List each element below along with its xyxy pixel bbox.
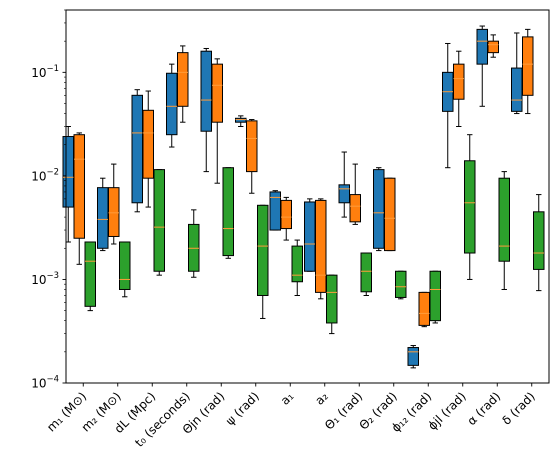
box-s1-c4 — [200, 47, 212, 173]
box-s3-c4 — [222, 167, 234, 259]
box-iqr — [349, 194, 361, 223]
box-s2-c0 — [73, 132, 85, 265]
box-iqr — [153, 169, 165, 272]
box-s3-c6 — [291, 239, 303, 296]
box-s3-c10 — [429, 270, 441, 324]
box-s2-c3 — [177, 45, 189, 123]
box-iqr — [407, 347, 419, 366]
box-iqr — [464, 160, 476, 254]
box-iqr — [315, 199, 327, 293]
x-category-label: ψ (rad) — [223, 389, 262, 428]
box-iqr — [97, 187, 109, 249]
box-s2-c1 — [108, 163, 120, 245]
box-s2-c8 — [349, 163, 361, 225]
box-s2-c6 — [280, 196, 292, 241]
box-s3-c12 — [498, 171, 510, 290]
box-iqr — [511, 67, 523, 112]
box-iqr — [246, 120, 258, 173]
box-iqr — [338, 184, 350, 204]
y-tick-label: 10−2 — [31, 167, 59, 183]
box-iqr — [62, 136, 74, 208]
box-s3-c9 — [395, 270, 407, 300]
box-iqr — [476, 28, 488, 65]
box-iqr — [222, 167, 234, 257]
box-s1-c8 — [338, 151, 350, 218]
box-s1-c11 — [442, 42, 454, 169]
box-s1-c9 — [373, 167, 385, 252]
box-iqr — [177, 52, 189, 107]
box-iqr — [235, 117, 247, 123]
box-s3-c3 — [188, 209, 200, 278]
axes-frame — [65, 9, 550, 384]
box-s3-c8 — [360, 252, 372, 296]
box-s2-c7 — [315, 198, 327, 300]
box-s1-c6 — [269, 190, 281, 231]
x-category-label: δ (rad) — [499, 389, 537, 427]
box-iqr — [166, 72, 178, 136]
box-iqr — [257, 204, 269, 296]
box-iqr — [131, 94, 143, 204]
box-s3-c2 — [153, 169, 165, 276]
box-iqr — [522, 36, 534, 96]
box-iqr — [280, 199, 292, 230]
y-tick-label: 10−3 — [31, 271, 59, 287]
box-iqr — [291, 245, 303, 283]
box-iqr — [211, 63, 223, 123]
box-s1-c10 — [407, 345, 419, 369]
box-s1-c7 — [304, 198, 316, 272]
box-s3-c1 — [119, 241, 131, 298]
box-s1-c2 — [131, 89, 143, 213]
box-s3-c0 — [84, 241, 96, 312]
box-s3-c13 — [533, 194, 545, 292]
box-iqr — [84, 241, 96, 307]
box-s1-c12 — [476, 25, 488, 107]
box-iqr — [533, 211, 545, 270]
box-s3-c7 — [326, 274, 338, 335]
x-category-label: α (rad) — [464, 389, 503, 428]
box-s1-c0 — [62, 125, 74, 243]
box-s1-c1 — [97, 177, 109, 252]
box-iqr — [395, 270, 407, 298]
box-iqr — [360, 252, 372, 293]
y-tick-label: 10−4 — [31, 375, 59, 391]
y-tick-label: 10−1 — [31, 64, 59, 80]
x-category-label: a₂ — [312, 389, 331, 408]
box-iqr — [498, 177, 510, 262]
box-s1-c3 — [166, 63, 178, 148]
box-s2-c2 — [142, 90, 154, 208]
box-iqr — [73, 134, 85, 239]
box-s1-c5 — [235, 115, 247, 127]
box-iqr — [200, 50, 212, 132]
box-iqr — [108, 187, 120, 237]
box-s2-c13 — [522, 28, 534, 115]
box-s2-c5 — [246, 119, 258, 194]
x-category-label: a₁ — [278, 389, 297, 408]
box-iqr — [418, 291, 430, 326]
x-category-label: ϕjl (rad) — [425, 389, 469, 433]
box-iqr — [304, 201, 316, 272]
box-iqr — [142, 109, 154, 179]
box-iqr — [373, 169, 385, 249]
box-s3-c11 — [464, 134, 476, 280]
box-iqr — [384, 177, 396, 252]
box-s2-c12 — [487, 34, 499, 58]
box-s2-c9 — [384, 177, 396, 252]
box-iqr — [429, 270, 441, 322]
box-iqr — [453, 63, 465, 100]
box-iqr — [326, 274, 338, 324]
box-s3-c5 — [257, 204, 269, 319]
box-s1-c13 — [511, 32, 523, 115]
box-s2-c10 — [418, 291, 430, 328]
box-iqr — [487, 40, 499, 54]
plot-area — [62, 25, 545, 369]
box-s2-c4 — [211, 58, 223, 184]
box-iqr — [119, 241, 131, 290]
box-s2-c11 — [453, 50, 465, 127]
